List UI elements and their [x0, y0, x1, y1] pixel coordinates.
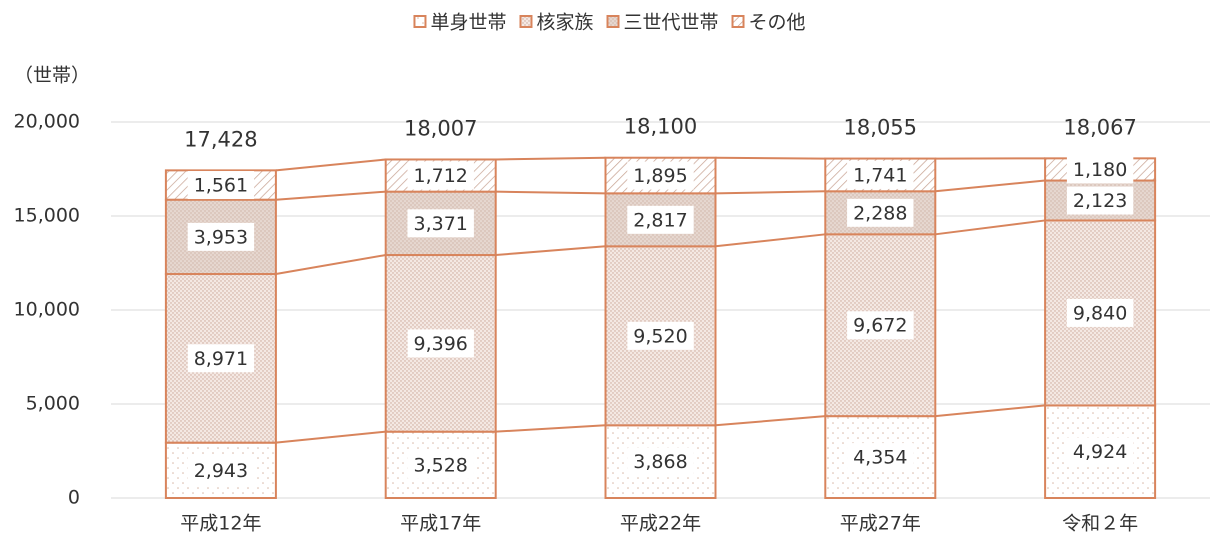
y-tick-label: 0 — [68, 487, 80, 509]
connector-line — [275, 254, 386, 276]
total-label: 18,055 — [844, 116, 917, 140]
legend-swatch — [731, 15, 745, 28]
value-label-bg — [187, 222, 255, 251]
bar-segment — [1044, 219, 1157, 407]
value-label: 2,123 — [1073, 190, 1127, 212]
value-label-bg — [407, 209, 474, 238]
x-tick-label: 平成27年 — [840, 513, 921, 535]
value-label-bg — [187, 344, 255, 373]
legend-swatch — [519, 15, 533, 28]
total-label: 18,100 — [624, 115, 697, 139]
value-label: 8,971 — [194, 348, 248, 370]
value-label-bg — [847, 311, 914, 340]
value-label: 3,528 — [413, 454, 467, 476]
legend-label: その他 — [749, 12, 806, 34]
connector-line — [495, 245, 606, 257]
connector-line — [495, 156, 606, 161]
value-label-bg — [187, 171, 255, 200]
value-label: 1,895 — [633, 165, 687, 187]
x-tick-label: 令和２年 — [1062, 513, 1138, 535]
legend-label: 単身世帯 — [430, 12, 506, 34]
value-label: 3,868 — [633, 451, 687, 473]
connector-line — [715, 233, 826, 248]
value-label: 9,520 — [633, 325, 687, 347]
y-tick-label: 5,000 — [26, 393, 80, 415]
legend-label: 核家族 — [536, 12, 593, 34]
bar-segment — [824, 233, 937, 418]
x-tick-label: 平成12年 — [180, 513, 261, 535]
connector-line — [935, 219, 1046, 236]
value-label-bg — [627, 321, 694, 350]
value-label: 1,180 — [1073, 159, 1127, 181]
connector-line — [275, 430, 386, 444]
connector-line — [715, 156, 826, 160]
x-tick-label: 平成17年 — [400, 513, 481, 535]
value-label: 1,561 — [194, 175, 248, 197]
connector-line — [715, 415, 826, 427]
value-label: 2,817 — [633, 209, 687, 231]
connector-line — [495, 190, 606, 195]
connector-line — [935, 404, 1046, 418]
value-label: 4,924 — [1073, 441, 1127, 463]
value-label-bg — [847, 198, 914, 227]
value-label-bg — [1066, 186, 1134, 215]
value-label: 9,672 — [853, 315, 907, 337]
y-tick-label: 15,000 — [14, 205, 80, 227]
value-label: 9,396 — [413, 333, 467, 355]
value-label: 2,288 — [853, 202, 907, 224]
value-label-bg — [847, 160, 914, 189]
value-label-bg — [627, 205, 694, 234]
connector-line — [275, 190, 386, 201]
value-label-bg — [407, 161, 474, 190]
value-label-bg — [1066, 437, 1134, 466]
value-label: 2,943 — [194, 460, 248, 482]
value-label-bg — [187, 456, 255, 485]
x-tick-label: 平成22年 — [620, 513, 701, 535]
total-label: 17,428 — [184, 127, 257, 151]
connector-line — [935, 179, 1046, 193]
total-label: 18,067 — [1063, 115, 1136, 139]
connector-line — [275, 158, 386, 172]
value-label-bg — [407, 450, 474, 479]
value-label: 3,371 — [413, 213, 467, 235]
y-axis-label: （世帯） — [14, 65, 90, 87]
value-label-bg — [627, 161, 694, 190]
value-label: 9,840 — [1073, 302, 1127, 324]
legend-swatch — [413, 15, 427, 28]
value-label: 1,741 — [853, 164, 907, 186]
y-tick-label: 10,000 — [14, 299, 80, 321]
y-tick-label: 20,000 — [14, 111, 80, 133]
value-label-bg — [407, 329, 474, 358]
connector-line — [715, 190, 826, 195]
legend-swatch — [606, 15, 620, 28]
value-label: 4,354 — [853, 447, 907, 469]
value-label: 1,712 — [413, 165, 467, 187]
connector-line — [495, 424, 606, 433]
value-label-bg — [1066, 298, 1134, 327]
value-label-bg — [627, 447, 694, 476]
value-label: 3,953 — [194, 226, 248, 248]
value-label-bg — [847, 443, 914, 472]
legend-label: 三世代世帯 — [624, 12, 719, 34]
total-label: 18,007 — [404, 116, 477, 140]
value-label-bg — [1066, 155, 1134, 184]
